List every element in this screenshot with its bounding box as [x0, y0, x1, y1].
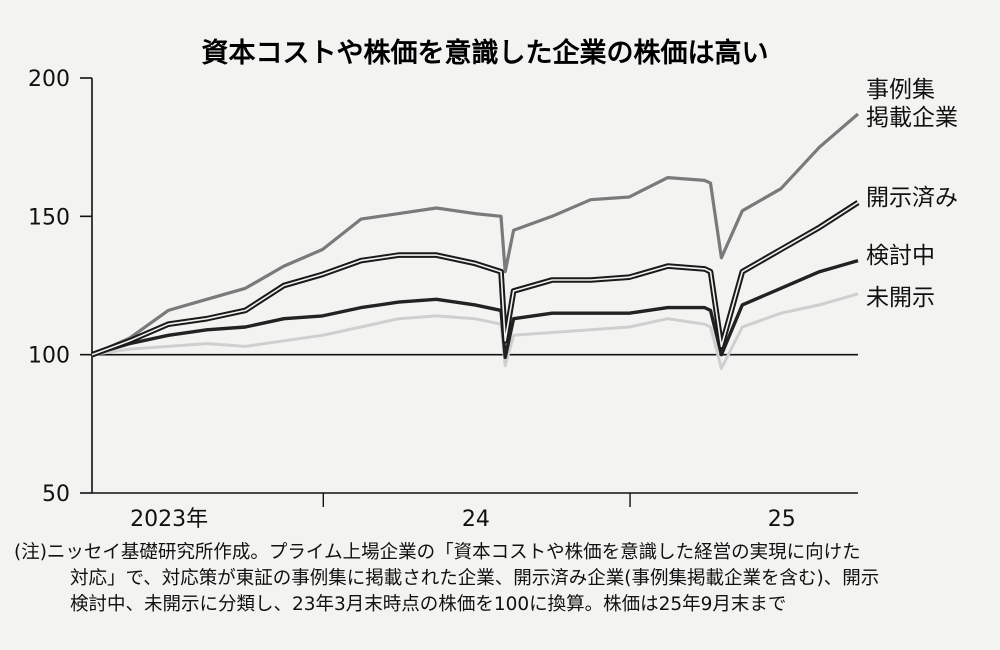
x-tick-label: 2023年	[130, 507, 208, 532]
chart-title: 資本コストや株価を意識した企業の株価は高い	[202, 37, 769, 69]
series-line	[91, 112, 860, 357]
y-tick-label: 50	[42, 482, 70, 507]
series-line	[91, 258, 859, 360]
legend-label: 事例集	[866, 77, 935, 103]
series-line-outline	[91, 200, 860, 358]
footnote-line: 対応」で、対応策が東証の事例集に掲載された企業、開示済み企業(事例集掲載企業を含…	[70, 568, 880, 589]
legend-label: 検討中	[866, 243, 935, 269]
legend-label: 掲載企業	[866, 105, 958, 131]
x-tick-label: 24	[462, 507, 490, 532]
legend-label: 開示済み	[866, 185, 958, 211]
series-line	[91, 292, 859, 370]
legend-label: 未開示	[866, 285, 935, 311]
x-tick-label: 25	[768, 507, 796, 532]
footnote-line: 検討中、未開示に分類し、23年3月末時点の株価を100に換算。株価は25年9月末…	[70, 594, 787, 615]
y-tick-label: 100	[28, 344, 70, 369]
footnote-line: (注)ニッセイ基礎研究所作成。プライム上場企業の「資本コストや株価を意識した経営…	[14, 542, 861, 563]
y-tick-label: 150	[28, 205, 70, 230]
line-chart: 資本コストや株価を意識した企業の株価は高い 50 100 150 200 2023年 24…	[28, 37, 958, 532]
chart-footnote: (注)ニッセイ基礎研究所作成。プライム上場企業の「資本コストや株価を意識した経営…	[14, 540, 989, 618]
y-tick-label: 200	[28, 67, 70, 92]
chart-axes: 50 100 150 200 2023年 24 25	[28, 67, 858, 532]
chart-plot-area	[91, 112, 860, 370]
series-line	[91, 201, 859, 356]
